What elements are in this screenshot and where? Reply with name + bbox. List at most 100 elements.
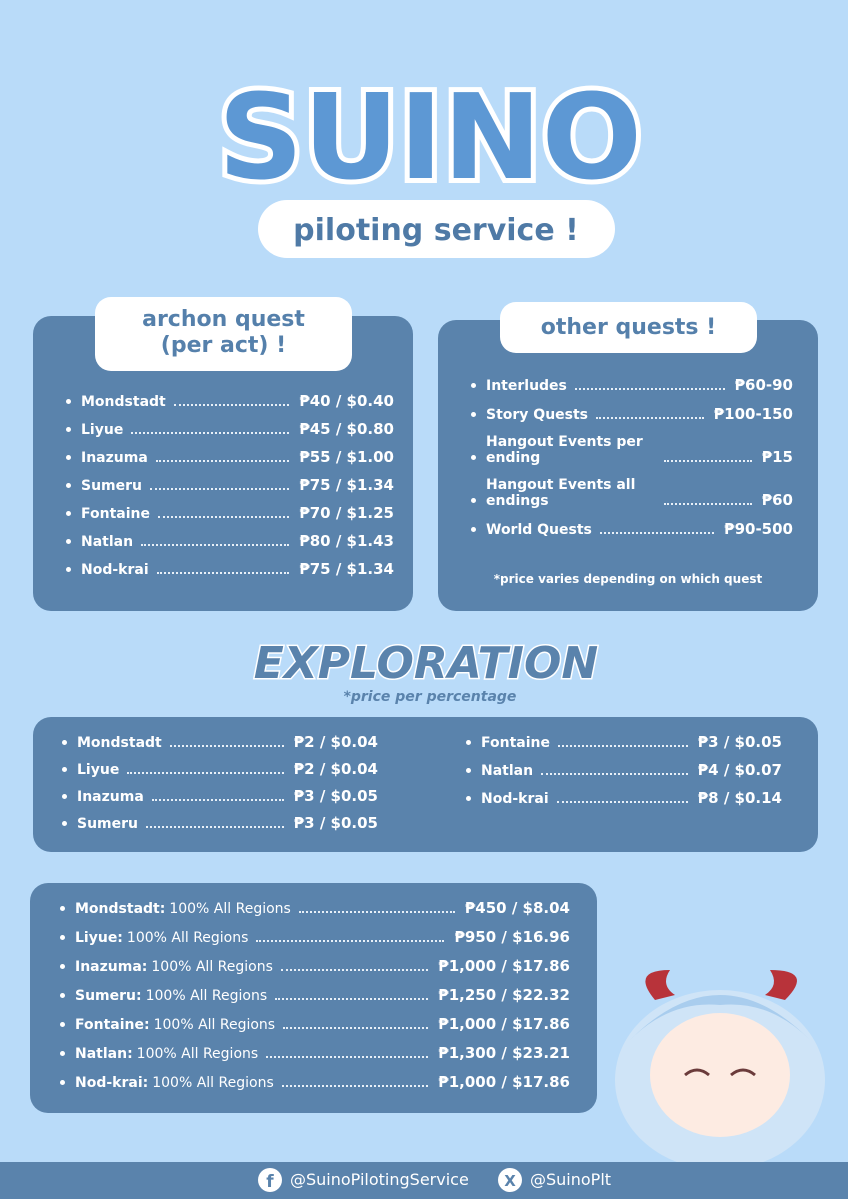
other-note: *price varies depending on which quest [493,572,763,586]
leader [574,388,725,390]
item-price: ₱1,250 / $22.32 [438,986,570,1004]
archon-list: Mondstadt ₱40 / $0.40 Liyue ₱45 / $0.80 Inaz… [66,392,394,588]
item-price: ₱60-90 [734,376,793,394]
bullet [60,1051,65,1056]
bullet [66,455,71,460]
leader [557,745,688,747]
item-name: Mondstadt [81,394,166,410]
bullet [66,539,71,544]
leader [151,799,284,801]
item-price: ₱3 / $0.05 [293,814,378,832]
leader [298,911,455,913]
bullet [60,964,65,969]
item-price: ₱8 / $0.14 [697,789,782,807]
item-price: ₱90-500 [724,520,793,538]
item-name: Inazuma [77,789,144,805]
item-detail: 100% All Regions [151,959,273,975]
leader [664,460,752,462]
footer: f @SuinoPilotingService X @SuinoPlt [0,1162,848,1199]
item-price: ₱55 / $1.00 [299,448,394,466]
exploration-title: EXPLORATION [254,638,598,689]
svg-text:f: f [266,1172,274,1192]
item-price: ₱75 / $1.34 [299,560,394,578]
price-row: Mondstadt: 100% All Regions ₱450 / $8.04 [60,899,570,917]
bullet [62,821,67,826]
bullet [66,427,71,432]
item-price: ₱80 / $1.43 [299,532,394,550]
item-name: Story Quests [486,407,589,423]
bullet [62,740,67,745]
item-name: Liyue [77,762,120,778]
exploration-left: Mondstadt ₱2 / $0.04 Liyue ₱2 / $0.04 Inazum… [62,733,378,841]
subtitle-pill [258,200,615,258]
leader [280,969,429,971]
item-price: ₱2 / $0.04 [293,760,378,778]
item-name: Interludes [486,378,567,394]
item-price: ₱70 / $1.25 [299,504,394,522]
price-row: Story Quests ₱100-150 [471,405,793,423]
item-price: ₱40 / $0.40 [299,392,394,410]
bullet [466,740,471,745]
price-row: Liyue: 100% All Regions ₱950 / $16.96 [60,928,570,946]
item-price: ₱450 / $8.04 [464,899,570,917]
bullet [66,483,71,488]
leader [596,417,704,419]
item-name: World Quests [486,522,592,538]
item-name: Fontaine [81,506,150,522]
svg-text:X: X [504,1172,516,1190]
item-detail: 100% All Regions [126,930,249,946]
leader [169,745,284,747]
logo-title: SUINO [218,68,642,206]
leader [256,940,445,942]
item-name: Natlan [481,763,534,779]
item-price: ₱4 / $0.07 [697,761,782,779]
item-price: ₱1,000 / $17.86 [438,1073,570,1091]
logo-subtitle: piloting service ! [293,213,579,248]
item-detail: 100% All Regions [153,1017,276,1033]
item-name: Natlan [81,534,134,550]
item-price: ₱45 / $0.80 [299,420,394,438]
other-title: other quests ! [500,302,757,353]
bullet [471,498,476,503]
item-price: ₱75 / $1.34 [299,476,394,494]
item-price: ₱15 [761,448,793,466]
item-name: Liyue [81,422,124,438]
item-detail: 100% All Regions [145,988,268,1004]
item-name: Nod-krai [481,791,549,807]
leader [556,801,688,803]
facebook-handle[interactable]: @SuinoPilotingService [290,1170,469,1189]
item-name: Sumeru [81,478,143,494]
price-row: Inazuma: 100% All Regions ₱1,000 / $17.86 [60,957,570,975]
price-row: Fontaine ₱70 / $1.25 [66,504,394,522]
item-price: ₱60 [761,491,793,509]
price-row: Liyue ₱2 / $0.04 [62,760,378,778]
item-price: ₱3 / $0.05 [293,787,378,805]
item-name: Mondstadt [77,735,162,751]
item-name: Fontaine [481,735,550,751]
bullet [66,511,71,516]
leader [150,488,290,490]
bullet [66,567,71,572]
item-name: Inazuma [81,450,148,466]
bullet [60,1022,65,1027]
bullet [60,993,65,998]
price-row: Hangout Events all endings ₱60 [471,477,793,509]
item-price: ₱100-150 [713,405,793,423]
facebook-icon: f [258,1168,282,1192]
price-row: Interludes ₱60-90 [471,376,793,394]
x-handle[interactable]: @SuinoPlt [530,1170,612,1189]
leader [146,826,284,828]
item-name: Nod-krai [81,562,149,578]
full-list: Mondstadt: 100% All Regions ₱450 / $8.04 Li… [60,899,570,1102]
item-name: Liyue: [75,930,123,946]
exploration-heading: EXPLORATION *price per percentage [252,637,599,706]
bullet [471,412,476,417]
bullet [471,455,476,460]
price-row: Hangout Events per ending ₱15 [471,434,793,466]
item-price: ₱3 / $0.05 [697,733,782,751]
leader [127,772,284,774]
item-price: ₱1,300 / $23.21 [438,1044,570,1062]
other-list: Interludes ₱60-90 Story Quests ₱100-150 Hang… [471,376,793,549]
item-name: Mondstadt: [75,901,166,917]
